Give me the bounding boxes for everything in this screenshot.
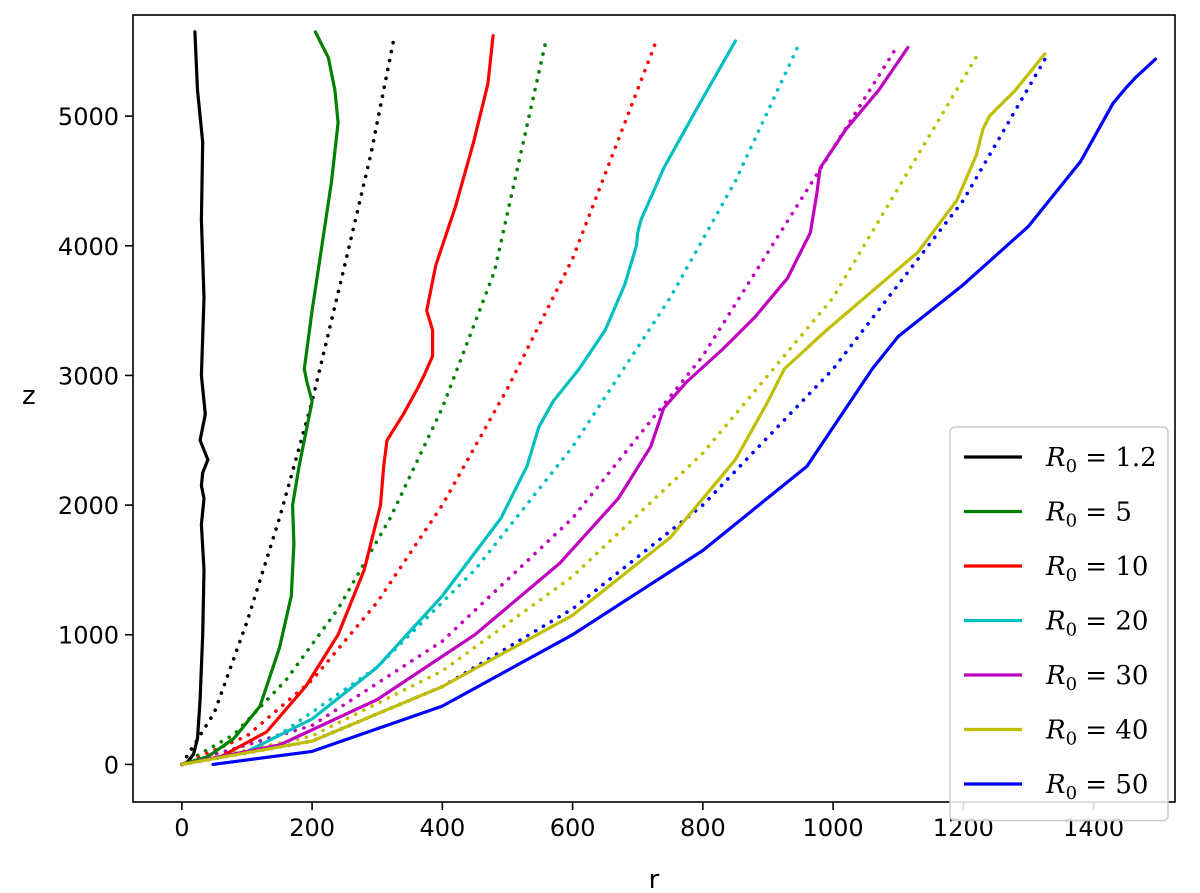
legend-label: R0 = 10: [1045, 552, 1148, 586]
x-tick-label: 800: [680, 814, 726, 842]
legend: R0 = 1.2 R0 = 5 R0 = 10 R0 = 20 R0 = 30 R0 = …: [949, 426, 1169, 822]
series-line-dotted: [180, 42, 901, 767]
series-line-dotted: [180, 36, 660, 767]
y-tick-label: 1000: [58, 622, 119, 650]
series-line: [180, 34, 495, 767]
legend-label: R0 = 20: [1045, 607, 1148, 641]
legend-label: R0 = 30: [1045, 661, 1148, 695]
x-tick-label: 1000: [803, 814, 864, 842]
y-tick-label: 4000: [58, 233, 119, 261]
axes-frame: [132, 14, 1176, 803]
series-line-dotted: [180, 39, 803, 767]
legend-label: R0 = 5: [1045, 498, 1132, 532]
x-tick-label: 600: [550, 814, 596, 842]
series-line: [180, 39, 738, 767]
y-tick-label: 2000: [58, 492, 119, 520]
x-tick-label: 200: [289, 814, 335, 842]
y-tick-label: 3000: [58, 362, 119, 390]
y-axis: 0 1000 2000 3000 4000 5000: [58, 103, 133, 779]
plot-lines: [180, 30, 1158, 767]
x-tick-label: 0: [174, 814, 189, 842]
series-line: [180, 30, 340, 767]
legend-label: R0 = 1.2: [1045, 443, 1157, 477]
y-axis-label: z: [22, 381, 36, 411]
series-line: [180, 45, 910, 767]
series-line: [180, 30, 210, 767]
legend-label: R0 = 40: [1045, 716, 1148, 750]
x-axis-label: r: [649, 865, 660, 893]
series-line-dotted: [180, 39, 396, 767]
series-line-dotted: [180, 36, 549, 767]
series-line: [211, 57, 1158, 767]
y-tick-label: 5000: [58, 103, 119, 131]
x-tick-label: 400: [419, 814, 465, 842]
y-tick-label: 0: [104, 751, 119, 779]
legend-label: R0 = 50: [1045, 770, 1148, 804]
series-line: [180, 52, 1047, 767]
legend-box: [949, 426, 1169, 822]
